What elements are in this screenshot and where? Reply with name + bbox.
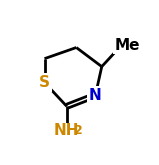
Text: Me: Me <box>114 38 140 53</box>
Text: S: S <box>39 75 50 90</box>
Text: NH: NH <box>53 123 79 138</box>
Text: 2: 2 <box>73 124 82 137</box>
Text: N: N <box>89 88 102 103</box>
